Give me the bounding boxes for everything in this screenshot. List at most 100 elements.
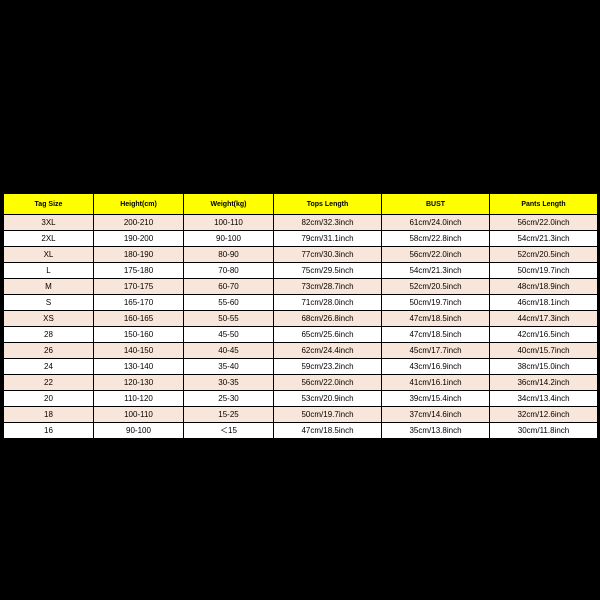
- table-cell: 190-200: [94, 231, 184, 247]
- table-cell: 73cm/28.7inch: [274, 279, 382, 295]
- table-cell: S: [4, 295, 94, 311]
- table-cell: ＜15: [184, 423, 274, 439]
- table-cell: 40-45: [184, 343, 274, 359]
- table-cell: 165-170: [94, 295, 184, 311]
- table-cell: 46cm/18.1inch: [490, 295, 598, 311]
- table-cell: 120-130: [94, 375, 184, 391]
- table-cell: 30cm/11.8inch: [490, 423, 598, 439]
- table-cell: 90-100: [184, 231, 274, 247]
- table-cell: 82cm/32.3inch: [274, 215, 382, 231]
- column-header: BUST: [382, 194, 490, 215]
- size-table-container: Tag SizeHeight(cm)Weight(kg)Tops LengthB…: [3, 193, 597, 439]
- table-cell: 200-210: [94, 215, 184, 231]
- table-row: M170-17560-7073cm/28.7inch52cm/20.5inch4…: [4, 279, 598, 295]
- table-cell: 50cm/19.7inch: [490, 263, 598, 279]
- table-cell: 18: [4, 407, 94, 423]
- table-cell: 50cm/19.7inch: [274, 407, 382, 423]
- table-cell: 40cm/15.7inch: [490, 343, 598, 359]
- table-cell: 25-30: [184, 391, 274, 407]
- table-row: L175-18070-8075cm/29.5inch54cm/21.3inch5…: [4, 263, 598, 279]
- table-row: 2XL190-20090-10079cm/31.1inch58cm/22.8in…: [4, 231, 598, 247]
- table-cell: 38cm/15.0inch: [490, 359, 598, 375]
- table-row: 18100-11015-2550cm/19.7inch37cm/14.6inch…: [4, 407, 598, 423]
- table-header-row: Tag SizeHeight(cm)Weight(kg)Tops LengthB…: [4, 194, 598, 215]
- table-cell: L: [4, 263, 94, 279]
- table-cell: 58cm/22.8inch: [382, 231, 490, 247]
- table-cell: 56cm/22.0inch: [490, 215, 598, 231]
- table-cell: 54cm/21.3inch: [382, 263, 490, 279]
- table-row: 28150-16045-5065cm/25.6inch47cm/18.5inch…: [4, 327, 598, 343]
- table-cell: 70-80: [184, 263, 274, 279]
- table-cell: 48cm/18.9inch: [490, 279, 598, 295]
- table-cell: 37cm/14.6inch: [382, 407, 490, 423]
- table-cell: 56cm/22.0inch: [382, 247, 490, 263]
- table-cell: 3XL: [4, 215, 94, 231]
- table-cell: 100-110: [184, 215, 274, 231]
- table-row: XL180-19080-9077cm/30.3inch56cm/22.0inch…: [4, 247, 598, 263]
- table-cell: 32cm/12.6inch: [490, 407, 598, 423]
- table-cell: 180-190: [94, 247, 184, 263]
- table-cell: 44cm/17.3inch: [490, 311, 598, 327]
- table-row: 1690-100＜1547cm/18.5inch35cm/13.8inch30c…: [4, 423, 598, 439]
- table-cell: 75cm/29.5inch: [274, 263, 382, 279]
- table-cell: M: [4, 279, 94, 295]
- table-cell: 100-110: [94, 407, 184, 423]
- table-cell: 52cm/20.5inch: [382, 279, 490, 295]
- table-cell: 30-35: [184, 375, 274, 391]
- table-cell: 175-180: [94, 263, 184, 279]
- column-header: Tops Length: [274, 194, 382, 215]
- table-cell: 41cm/16.1inch: [382, 375, 490, 391]
- table-cell: 170-175: [94, 279, 184, 295]
- column-header: Weight(kg): [184, 194, 274, 215]
- table-cell: 22: [4, 375, 94, 391]
- table-cell: 60-70: [184, 279, 274, 295]
- size-table: Tag SizeHeight(cm)Weight(kg)Tops LengthB…: [3, 193, 598, 439]
- column-header: Pants Length: [490, 194, 598, 215]
- table-row: 24130-14035-4059cm/23.2inch43cm/16.9inch…: [4, 359, 598, 375]
- column-header: Tag Size: [4, 194, 94, 215]
- table-cell: 160-165: [94, 311, 184, 327]
- table-row: 22120-13030-3556cm/22.0inch41cm/16.1inch…: [4, 375, 598, 391]
- table-row: 3XL200-210100-11082cm/32.3inch61cm/24.0i…: [4, 215, 598, 231]
- table-cell: 34cm/13.4inch: [490, 391, 598, 407]
- table-cell: 77cm/30.3inch: [274, 247, 382, 263]
- table-cell: 28: [4, 327, 94, 343]
- table-cell: 47cm/18.5inch: [382, 311, 490, 327]
- table-row: XS160-16550-5568cm/26.8inch47cm/18.5inch…: [4, 311, 598, 327]
- table-cell: 80-90: [184, 247, 274, 263]
- table-cell: 53cm/20.9inch: [274, 391, 382, 407]
- table-cell: 110-120: [94, 391, 184, 407]
- table-cell: 90-100: [94, 423, 184, 439]
- table-cell: 52cm/20.5inch: [490, 247, 598, 263]
- table-cell: XL: [4, 247, 94, 263]
- table-cell: 50cm/19.7inch: [382, 295, 490, 311]
- table-cell: 55-60: [184, 295, 274, 311]
- table-row: 20110-12025-3053cm/20.9inch39cm/15.4inch…: [4, 391, 598, 407]
- table-cell: 61cm/24.0inch: [382, 215, 490, 231]
- table-cell: XS: [4, 311, 94, 327]
- table-cell: 130-140: [94, 359, 184, 375]
- table-cell: 47cm/18.5inch: [382, 327, 490, 343]
- table-row: S165-17055-6071cm/28.0inch50cm/19.7inch4…: [4, 295, 598, 311]
- table-cell: 15-25: [184, 407, 274, 423]
- table-cell: 140-150: [94, 343, 184, 359]
- table-cell: 42cm/16.5inch: [490, 327, 598, 343]
- table-cell: 35cm/13.8inch: [382, 423, 490, 439]
- table-cell: 68cm/26.8inch: [274, 311, 382, 327]
- column-header: Height(cm): [94, 194, 184, 215]
- table-cell: 59cm/23.2inch: [274, 359, 382, 375]
- table-cell: 45-50: [184, 327, 274, 343]
- table-cell: 62cm/24.4inch: [274, 343, 382, 359]
- table-cell: 39cm/15.4inch: [382, 391, 490, 407]
- table-row: 26140-15040-4562cm/24.4inch45cm/17.7inch…: [4, 343, 598, 359]
- table-cell: 150-160: [94, 327, 184, 343]
- table-cell: 79cm/31.1inch: [274, 231, 382, 247]
- table-cell: 35-40: [184, 359, 274, 375]
- table-cell: 47cm/18.5inch: [274, 423, 382, 439]
- table-cell: 36cm/14.2inch: [490, 375, 598, 391]
- table-cell: 43cm/16.9inch: [382, 359, 490, 375]
- table-cell: 45cm/17.7inch: [382, 343, 490, 359]
- table-body: 3XL200-210100-11082cm/32.3inch61cm/24.0i…: [4, 215, 598, 439]
- table-cell: 71cm/28.0inch: [274, 295, 382, 311]
- table-cell: 2XL: [4, 231, 94, 247]
